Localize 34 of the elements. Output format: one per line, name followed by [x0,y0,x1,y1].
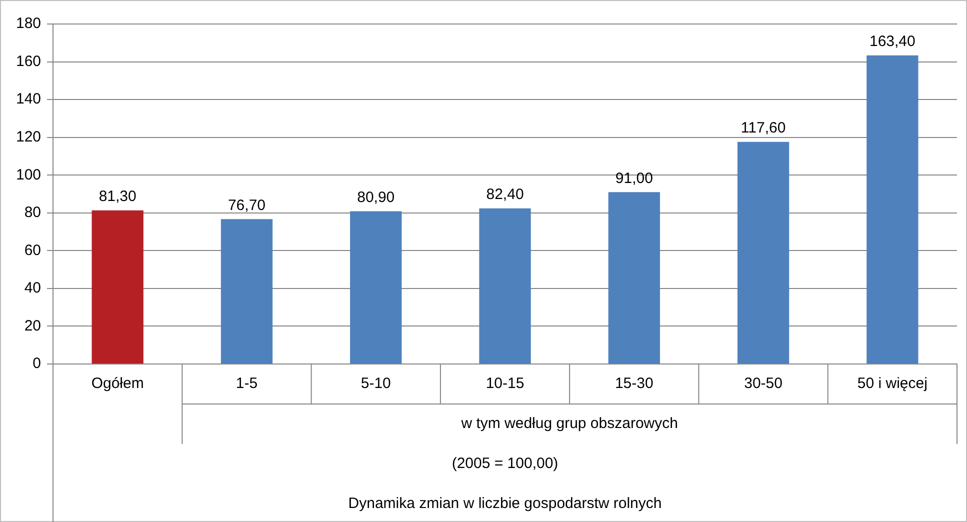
x-tick-label: 15-30 [614,375,654,392]
x-tick-label: 5-10 [360,375,391,392]
y-tick-label: 100 [16,166,42,184]
y-tick-label: 160 [16,52,42,70]
bar [220,219,273,364]
y-tick-label: 140 [16,90,42,108]
bar [350,211,402,364]
data-label: 91,00 [615,170,653,187]
x-tick-label: 10-15 [486,375,524,392]
y-tick-label: 120 [16,128,42,146]
y-tick-label: 0 [32,355,42,372]
x-tick-label: 30-50 [744,375,782,392]
y-tick-label: 180 [16,15,42,32]
bar [866,55,918,364]
y-tick-label: 60 [24,242,42,259]
bar [737,142,790,364]
text: w tym według grup obszarowych [460,415,678,432]
bar [608,192,660,364]
data-label: 163,40 [869,32,916,50]
y-tick-label: 40 [24,280,42,297]
y-tick-label: 80 [24,204,42,222]
data-label: 76,70 [228,196,266,214]
data-label: 80,90 [357,188,395,206]
data-label: 117,60 [740,120,786,137]
bar [479,208,531,364]
x-tick-label: 1-5 [236,375,258,392]
text: Dynamika zmian w liczbie gospodarstw rolnych [348,495,662,512]
bar [92,210,144,364]
y-tick-label: 20 [24,317,42,334]
text: (2005 = 100,00) [452,455,558,472]
x-tick-label: 50 i więcej [857,375,928,392]
x-tick-label: Ogółem [91,375,144,392]
data-label: 81,30 [98,188,136,206]
data-label: 82,40 [486,186,524,203]
